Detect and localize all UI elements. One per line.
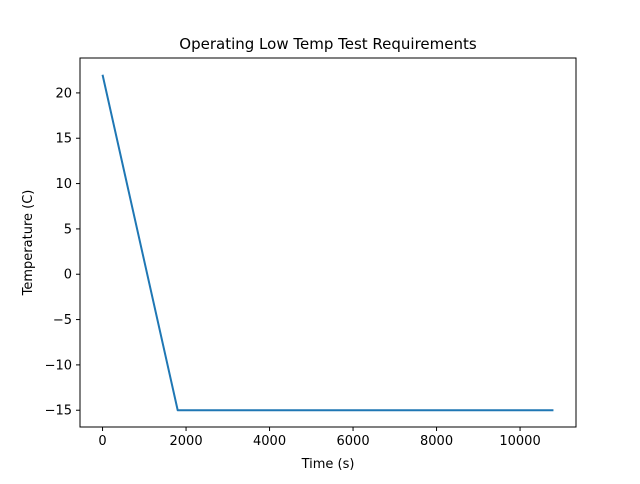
- x-tick-label: 8000: [420, 434, 453, 449]
- x-tick-label: 2000: [170, 434, 203, 449]
- series-layer: [101, 74, 554, 412]
- y-tick-label: −15: [45, 404, 72, 419]
- x-tick-label: 0: [98, 434, 106, 449]
- y-tick-label: 10: [55, 177, 72, 192]
- y-tick-label: −5: [53, 313, 72, 328]
- y-tick-label: 20: [55, 86, 72, 101]
- x-tick-label: 6000: [337, 434, 370, 449]
- y-tick-label: 15: [55, 132, 72, 147]
- x-tick-label: 4000: [253, 434, 286, 449]
- y-axis-ticks: −15 −10 −5 0 5 10 15 20: [45, 86, 80, 419]
- y-tick-label: 0: [64, 268, 72, 283]
- x-axis-ticks: 0 2000 4000 6000 8000 10000: [98, 427, 541, 449]
- y-tick-label: 5: [64, 222, 72, 237]
- chart-title: Operating Low Temp Test Requirements: [179, 35, 477, 53]
- x-axis-label: Time (s): [301, 457, 355, 472]
- plot-area: [79, 57, 577, 428]
- x-tick-label: 10000: [499, 434, 540, 449]
- y-axis-label: Temperature (C): [21, 190, 36, 297]
- series-line-0: [101, 74, 554, 412]
- axes-frame: [79, 57, 577, 428]
- y-tick-label: −10: [45, 358, 72, 373]
